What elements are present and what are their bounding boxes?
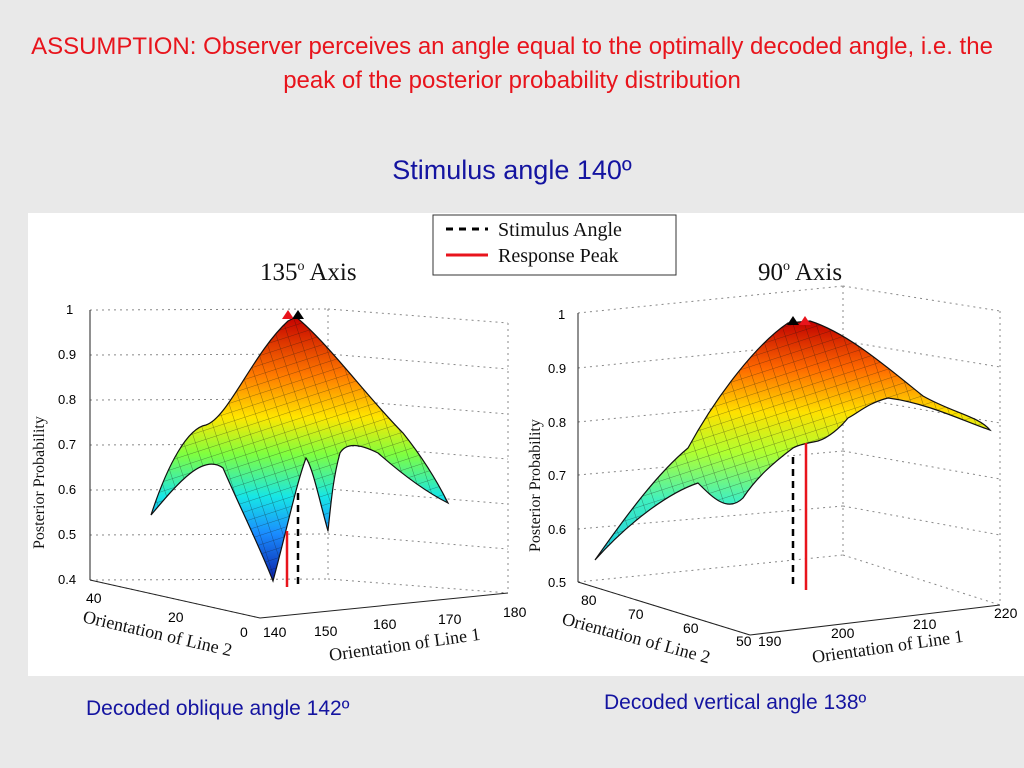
z-tick-labels: 1 0.9 0.8 0.7 0.6 0.5 — [548, 307, 566, 590]
svg-text:40: 40 — [86, 590, 102, 606]
axis-lines — [89, 310, 509, 619]
svg-text:190: 190 — [758, 633, 782, 649]
svg-text:80: 80 — [581, 592, 597, 608]
svg-text:50: 50 — [736, 633, 752, 649]
slide-subtitle: Stimulus angle 140º — [392, 155, 632, 185]
svg-text:0: 0 — [240, 624, 248, 640]
response-peak-marker — [282, 310, 294, 319]
y-axis-label: Orientation of Line 2 — [81, 606, 234, 660]
svg-text:200: 200 — [831, 625, 855, 641]
legend: Stimulus Angle Response Peak — [432, 214, 677, 276]
assumption-text: ASSUMPTION: Observer perceives an angle … — [31, 33, 993, 94]
plot-title: 90o Axis — [758, 259, 842, 286]
legend-response-label: Response Peak — [498, 245, 619, 267]
figure-svg: Stimulus Angle Response Peak 135o Axis — [31, 214, 1018, 667]
svg-text:60: 60 — [683, 620, 699, 636]
x-tick-labels: 140 150 160 170 180 — [263, 604, 527, 640]
x-axis-label: Orientation of Line 1 — [328, 624, 482, 665]
svg-text:140: 140 — [263, 624, 287, 640]
svg-text:0.6: 0.6 — [58, 482, 76, 497]
plot-title: 135o Axis — [260, 259, 357, 286]
svg-text:160: 160 — [373, 616, 397, 632]
surface-mesh — [151, 317, 448, 581]
stimulus-marker — [292, 310, 304, 319]
svg-text:0.7: 0.7 — [548, 468, 566, 483]
svg-text:150: 150 — [314, 623, 338, 639]
x-tick-labels: 190 200 210 220 — [758, 605, 1018, 649]
plot-135-axis: 135o Axis — [31, 259, 527, 665]
caption-oblique: Decoded oblique angle 142º — [86, 697, 350, 720]
svg-text:0.9: 0.9 — [58, 347, 76, 362]
y-tick-labels: 40 20 0 — [86, 590, 248, 640]
svg-text:210: 210 — [913, 616, 937, 632]
figure-panel: Stimulus Angle Response Peak 135o Axis — [28, 213, 1024, 676]
svg-text:0.8: 0.8 — [58, 392, 76, 407]
svg-text:0.9: 0.9 — [548, 361, 566, 376]
svg-text:0.4: 0.4 — [58, 572, 76, 587]
svg-text:1: 1 — [66, 302, 73, 317]
svg-text:1: 1 — [558, 307, 565, 322]
axis-lines — [577, 313, 1001, 636]
svg-text:70: 70 — [628, 606, 644, 622]
svg-text:180: 180 — [503, 604, 527, 620]
z-axis-label: Posterior Probability — [527, 419, 544, 552]
svg-text:220: 220 — [994, 605, 1018, 621]
svg-text:0.5: 0.5 — [58, 527, 76, 542]
legend-stimulus-label: Stimulus Angle — [498, 219, 622, 241]
z-tick-labels: 1 0.9 0.8 0.7 0.6 0.5 0.4 — [58, 302, 76, 587]
z-axis-label: Posterior Probability — [31, 416, 48, 549]
response-peak-marker — [799, 316, 811, 325]
svg-text:20: 20 — [168, 609, 184, 625]
stimulus-marker — [787, 316, 799, 325]
caption-vertical: Decoded vertical angle 138º — [604, 691, 867, 714]
svg-text:0.8: 0.8 — [548, 415, 566, 430]
svg-text:0.6: 0.6 — [548, 522, 566, 537]
y-tick-labels: 80 70 60 50 — [581, 592, 752, 649]
surface-mesh — [595, 321, 990, 560]
svg-text:170: 170 — [438, 611, 462, 627]
svg-text:0.7: 0.7 — [58, 437, 76, 452]
svg-text:0.5: 0.5 — [548, 575, 566, 590]
plot-90-axis: 90o Axis — [527, 259, 1018, 667]
